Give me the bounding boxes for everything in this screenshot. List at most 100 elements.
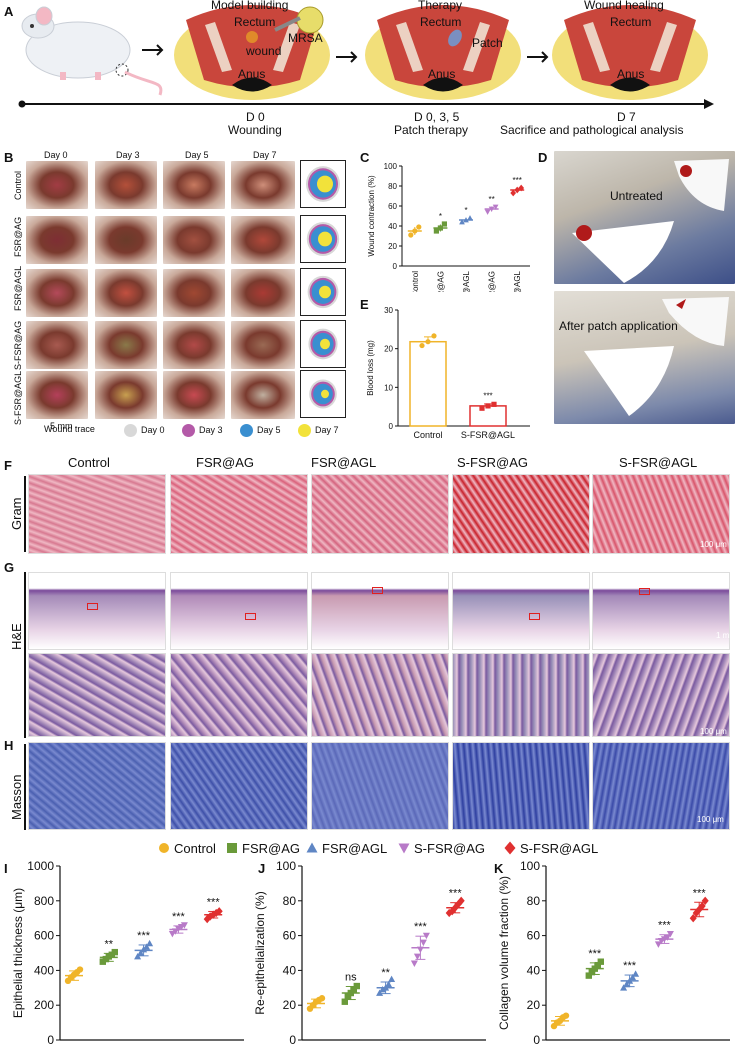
anatomy-stage-2 <box>365 5 521 100</box>
arrow-icon <box>142 44 164 56</box>
wound-trace-r4 <box>300 370 346 418</box>
histology-helow-3 <box>452 572 590 650</box>
timeline-arrow-icon <box>704 99 714 109</box>
x-tick-label: S-FSR@AG <box>488 271 497 292</box>
histology-masson-4 <box>592 742 730 830</box>
histology-hehigh-3 <box>452 653 590 737</box>
y-tick-label: 40 <box>283 963 297 977</box>
histology-gram-2 <box>311 474 449 554</box>
row-label-masson: Masson <box>9 774 24 820</box>
point-c-3-2 <box>492 204 499 210</box>
point-i-4-4 <box>215 907 223 916</box>
point-e-0-1 <box>425 339 431 345</box>
point-i-3-1 <box>171 928 179 935</box>
point-k-4-4 <box>701 896 709 905</box>
row-bracket-gram <box>24 476 26 552</box>
y-axis-label: Collagen volume fraction (%) <box>497 876 511 1030</box>
point-c-0-1 <box>412 228 418 234</box>
point-e-1-0 <box>479 405 485 411</box>
label-patch: Patch <box>472 36 503 50</box>
histology-helow-1 <box>170 572 308 650</box>
timeline-day-1: D 0, 3, 5 <box>414 110 460 124</box>
point-i-3-0 <box>168 930 176 938</box>
row-label-gram: Gram <box>9 497 24 531</box>
group-label-b-0: Control <box>13 170 23 200</box>
x-tick-label: S-FSR@AGL <box>461 430 515 440</box>
point-i-2-3 <box>143 943 151 950</box>
timeline-day-0: D 0 <box>246 110 265 124</box>
histology-gram-4 <box>592 474 730 554</box>
y-tick-label: 80 <box>527 894 541 908</box>
wound-photo-r0-c3 <box>230 160 296 210</box>
label-5mm: 5 mm <box>50 421 73 431</box>
histology-gram-1 <box>170 474 308 554</box>
histology-hehigh-4 <box>592 653 730 737</box>
legend-label-3: S-FSR@AG <box>414 841 485 856</box>
point-i-2-4 <box>146 939 154 947</box>
point-j-3-2 <box>416 946 424 954</box>
scale-label-masson: 100 μm <box>697 815 724 824</box>
roi-box <box>245 613 256 620</box>
legend-label-2: FSR@AGL <box>322 841 387 856</box>
legend-label-0: Control <box>174 841 216 856</box>
panel-letter-k: K <box>494 861 504 876</box>
stage-title-model: Model building <box>211 0 289 12</box>
point-k-1-2 <box>591 965 598 972</box>
scale-label-he-low: 1 mm <box>716 631 736 640</box>
wound-trace-title: Wound trace <box>44 424 95 434</box>
y-tick-label: 0 <box>289 1033 296 1047</box>
wound-photo-r4-c3 <box>230 370 296 420</box>
x-tick-label: FSR@AG <box>436 271 445 292</box>
wound-photo-r4-c1 <box>94 370 158 420</box>
point-j-2-4 <box>388 975 396 982</box>
point-k-2-3 <box>629 973 637 981</box>
legend-ijk: Control FSR@AG FSR@AGL S-FSR@AG S-FSR@AGL <box>159 841 598 856</box>
photo-after-patch: After patch application <box>553 290 736 425</box>
y-tick-label: 800 <box>34 894 54 908</box>
point-c-4-0 <box>510 189 517 197</box>
legend-swatch-day5 <box>240 424 253 437</box>
wound-photo-r2-c2 <box>162 268 226 318</box>
panel-letter-e: E <box>360 297 369 312</box>
y-tick-label: 60 <box>527 929 541 943</box>
wound-photo-r3-c2 <box>162 320 226 370</box>
x-tick-label: Control <box>413 430 442 440</box>
point-j-2-3 <box>385 980 393 988</box>
day-header-2: Day 5 <box>185 150 209 160</box>
label-rectum-1: Rectum <box>234 15 276 29</box>
point-i-2-1 <box>137 949 145 956</box>
y-tick-label: 80 <box>388 182 397 191</box>
point-e-0-0 <box>419 342 425 349</box>
legend-label-1: FSR@AG <box>242 841 300 856</box>
chart-e: 0 10 20 30 Blood loss (mg) Control *** S-FSR@AG… <box>366 306 530 440</box>
hist-group-2: FSR@AGL <box>311 455 377 470</box>
histology-gram-0 <box>28 474 166 554</box>
histology-gram-3 <box>452 474 590 554</box>
timeline-desc-2: Sacrifice and pathological analysis <box>500 123 684 137</box>
point-j-1-3 <box>350 986 357 993</box>
wound-trace-r3 <box>300 320 346 368</box>
wound-photo-r0-c0 <box>25 160 89 210</box>
row-label-he: H&E <box>9 623 24 650</box>
histology-masson-3 <box>452 742 590 830</box>
photo-untreated: Untreated <box>553 150 736 285</box>
y-tick-label: 0 <box>393 262 398 271</box>
significance-label: *** <box>513 176 522 185</box>
y-tick-label: 100 <box>276 859 296 873</box>
label-wound: wound <box>246 44 282 58</box>
significance-label: ns <box>345 971 357 983</box>
bar-e-0 <box>409 340 447 427</box>
point-k-2-1 <box>623 980 631 988</box>
point-c-3-0 <box>484 209 491 215</box>
timeline-desc-0: Wounding <box>228 123 282 137</box>
point-k-1-4 <box>597 958 604 965</box>
label-untreated: Untreated <box>610 189 663 203</box>
y-tick-label: 20 <box>388 242 397 251</box>
wound-trace-r0 <box>300 160 346 208</box>
legend-label-day7: Day 7 <box>315 425 339 435</box>
point-c-2-2 <box>467 215 473 221</box>
hist-group-4: S-FSR@AGL <box>619 455 698 470</box>
chart-i: 0 200 400 600 800 1000 Epithelial thickness (μ… <box>11 859 244 1047</box>
histology-helow-0 <box>28 572 166 650</box>
wound-photo-r2-c0 <box>25 268 89 318</box>
